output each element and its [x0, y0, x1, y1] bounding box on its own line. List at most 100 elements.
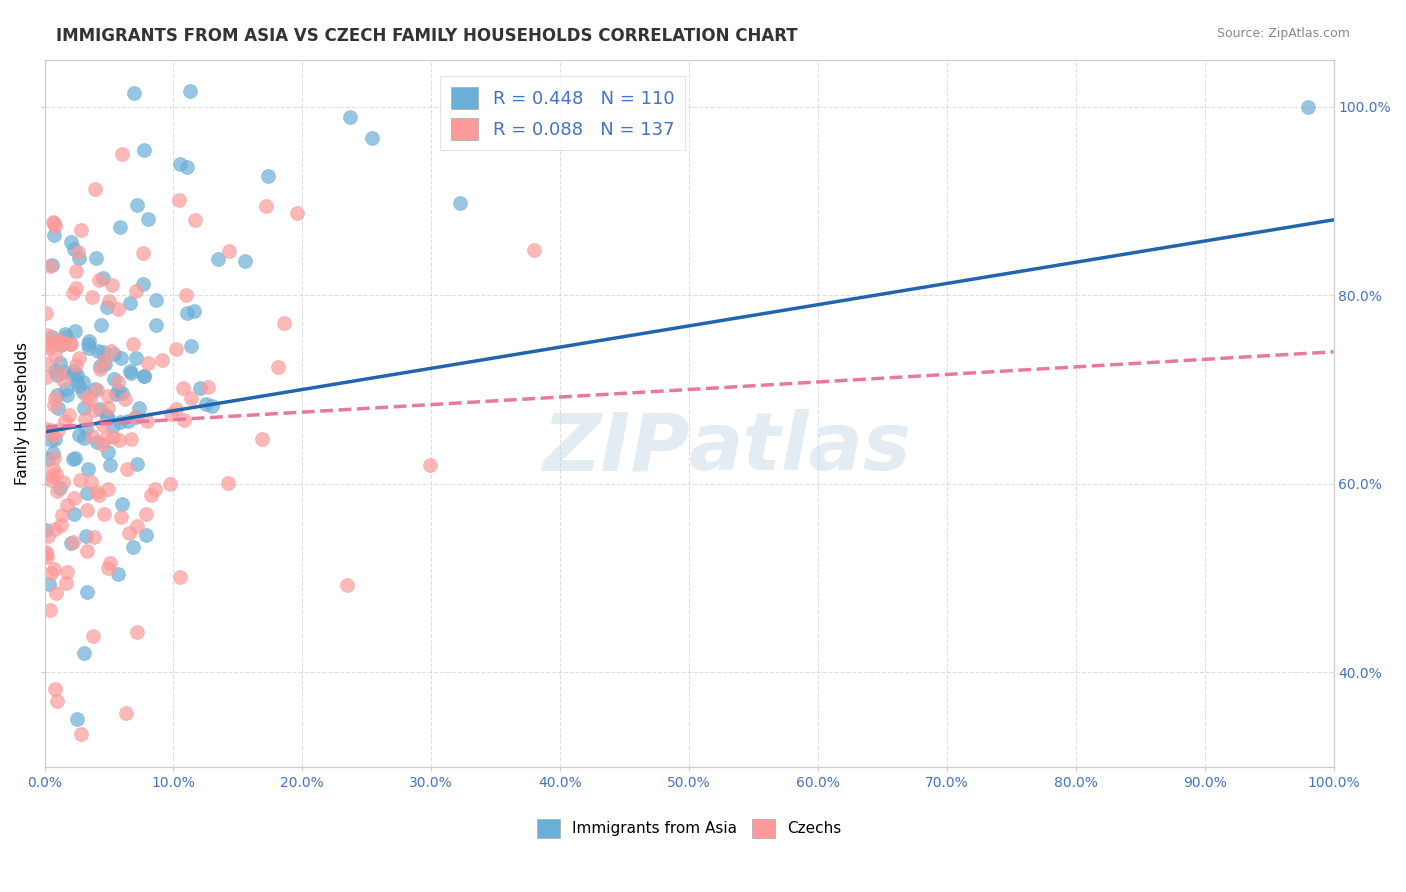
Point [59, 536, 82, 550]
Point [35, 422, 58, 436]
Point [52, 373, 75, 387]
Point [49, 518, 72, 533]
Point [39, 423, 62, 437]
Point [82, 290, 104, 304]
Point [96, 409, 118, 424]
Point [97, 482, 120, 496]
Point [84, 382, 107, 396]
Point [79, 393, 101, 408]
Point [44, 681, 66, 696]
Point [84, 182, 107, 196]
Point [76, 486, 98, 500]
Point [107, 383, 129, 397]
Point [132, 277, 155, 292]
Point [96, 444, 118, 458]
Point [118, 525, 141, 540]
Point [79, 475, 101, 490]
Point [66, 368, 89, 382]
Point [273, 316, 295, 330]
Point [45, 467, 67, 481]
Point [62, 507, 84, 521]
Point [176, 161, 198, 175]
Point [76, 461, 98, 475]
Point [37, 452, 59, 467]
Text: IMMIGRANTS FROM ASIA VS CZECH FAMILY HOUSEHOLDS CORRELATION CHART: IMMIGRANTS FROM ASIA VS CZECH FAMILY HOU… [56, 27, 797, 45]
Point [233, 253, 256, 268]
Point [98, 458, 121, 473]
Point [132, 369, 155, 384]
Point [101, 430, 124, 444]
Point [38, 341, 60, 355]
Point [89, 359, 111, 373]
Point [165, 342, 187, 356]
Point [1296, 100, 1319, 114]
Point [83, 403, 105, 417]
Point [44, 522, 66, 536]
Point [55, 330, 77, 344]
Point [44, 391, 66, 405]
Point [65, 264, 87, 278]
Point [42, 398, 65, 412]
Point [207, 252, 229, 266]
Point [44, 219, 66, 234]
Point [108, 434, 131, 448]
Point [115, 706, 138, 720]
Point [172, 381, 194, 395]
Point [103, 346, 125, 360]
Point [134, 143, 156, 157]
Point [45, 586, 67, 600]
Point [136, 212, 159, 227]
Point [94, 357, 117, 371]
Point [62, 452, 84, 467]
Point [254, 199, 277, 213]
Point [125, 284, 148, 298]
Text: ZIP: ZIP [541, 409, 689, 487]
Point [117, 462, 139, 476]
Point [41, 330, 63, 344]
Point [67, 351, 90, 365]
Point [48, 356, 70, 370]
Point [125, 198, 148, 212]
Point [86, 434, 108, 449]
Point [256, 169, 278, 183]
Point [111, 146, 134, 161]
Point [39, 566, 62, 580]
Point [76, 390, 98, 404]
Point [58, 409, 80, 423]
Point [39, 474, 62, 488]
Point [41, 258, 63, 272]
Point [63, 364, 86, 378]
Point [120, 432, 142, 446]
Point [184, 213, 207, 227]
Point [76, 544, 98, 558]
Point [80, 429, 103, 443]
Point [46, 335, 69, 350]
Point [143, 483, 166, 497]
Point [336, 578, 359, 592]
Point [194, 397, 217, 411]
Point [55, 566, 77, 580]
Point [110, 351, 132, 366]
Point [77, 336, 100, 351]
Point [91, 270, 114, 285]
Point [69, 473, 91, 487]
Legend: Immigrants from Asia, Czechs: Immigrants from Asia, Czechs [530, 813, 848, 844]
Point [55, 575, 77, 590]
Point [145, 318, 167, 333]
Point [46, 368, 69, 382]
Point [53, 327, 76, 342]
Point [136, 356, 159, 370]
Point [73, 401, 96, 415]
Point [44, 451, 66, 466]
Point [107, 376, 129, 390]
Point [150, 353, 173, 368]
Point [48, 333, 70, 347]
Point [167, 193, 190, 207]
Point [35, 327, 58, 342]
Point [174, 288, 197, 302]
Point [44, 432, 66, 446]
Point [91, 437, 114, 451]
Point [96, 409, 118, 423]
Point [97, 401, 120, 415]
Point [75, 412, 97, 426]
